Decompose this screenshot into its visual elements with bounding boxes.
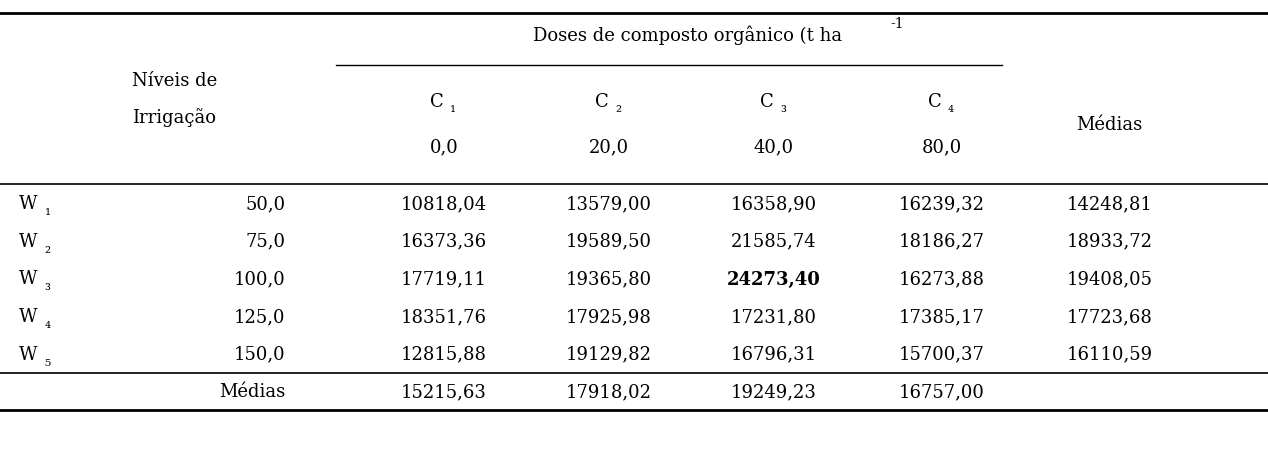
Text: 17723,68: 17723,68 — [1066, 308, 1153, 326]
Text: 19365,80: 19365,80 — [566, 270, 652, 288]
Text: 80,0: 80,0 — [922, 138, 961, 156]
Text: W: W — [19, 308, 38, 326]
Text: 16239,32: 16239,32 — [899, 195, 984, 213]
Text: 21585,74: 21585,74 — [730, 232, 817, 250]
Text: ₃: ₃ — [44, 279, 51, 293]
Text: 16373,36: 16373,36 — [401, 232, 487, 250]
Text: 16110,59: 16110,59 — [1066, 345, 1153, 363]
Text: ₂: ₂ — [44, 241, 51, 255]
Text: 17918,02: 17918,02 — [566, 382, 652, 400]
Text: 17719,11: 17719,11 — [401, 270, 487, 288]
Text: Médias: Médias — [1077, 116, 1142, 134]
Text: 19129,82: 19129,82 — [566, 345, 652, 363]
Text: W: W — [19, 232, 38, 250]
Text: 10818,04: 10818,04 — [401, 195, 487, 213]
Text: 16273,88: 16273,88 — [899, 270, 984, 288]
Text: C: C — [928, 92, 941, 110]
Text: 20,0: 20,0 — [588, 138, 629, 156]
Text: Doses de composto orgânico (t ha: Doses de composto orgânico (t ha — [534, 25, 842, 45]
Text: ₅: ₅ — [44, 354, 51, 368]
Text: ₃: ₃ — [780, 101, 786, 115]
Text: 17231,80: 17231,80 — [730, 308, 817, 326]
Text: 100,0: 100,0 — [233, 270, 285, 288]
Text: 19249,23: 19249,23 — [730, 382, 817, 400]
Text: C: C — [430, 92, 444, 110]
Text: ₁: ₁ — [450, 101, 456, 115]
Text: 15215,63: 15215,63 — [401, 382, 487, 400]
Text: ₁: ₁ — [44, 203, 51, 217]
Text: Médias: Médias — [219, 382, 285, 400]
Text: 17925,98: 17925,98 — [566, 308, 652, 326]
Text: 18351,76: 18351,76 — [401, 308, 487, 326]
Text: 125,0: 125,0 — [233, 308, 285, 326]
Text: 13579,00: 13579,00 — [566, 195, 652, 213]
Text: 16757,00: 16757,00 — [899, 382, 984, 400]
Text: 17385,17: 17385,17 — [899, 308, 984, 326]
Text: 24273,40: 24273,40 — [727, 270, 820, 288]
Text: 150,0: 150,0 — [233, 345, 285, 363]
Text: 50,0: 50,0 — [245, 195, 285, 213]
Text: W: W — [19, 270, 38, 288]
Text: 16796,31: 16796,31 — [730, 345, 817, 363]
Text: 15700,37: 15700,37 — [899, 345, 984, 363]
Text: 19408,05: 19408,05 — [1066, 270, 1153, 288]
Text: 40,0: 40,0 — [753, 138, 794, 156]
Text: ₂: ₂ — [615, 101, 621, 115]
Text: Irrigação: Irrigação — [132, 108, 217, 127]
Text: -1: -1 — [890, 17, 904, 31]
Text: W: W — [19, 195, 38, 213]
Text: 0,0: 0,0 — [430, 138, 458, 156]
Text: 18933,72: 18933,72 — [1066, 232, 1153, 250]
Text: W: W — [19, 345, 38, 363]
Text: C: C — [595, 92, 609, 110]
Text: ₄: ₄ — [948, 101, 954, 115]
Text: Níveis de: Níveis de — [132, 72, 217, 90]
Text: 18186,27: 18186,27 — [899, 232, 984, 250]
Text: 14248,81: 14248,81 — [1066, 195, 1153, 213]
Text: 16358,90: 16358,90 — [730, 195, 817, 213]
Text: 19589,50: 19589,50 — [566, 232, 652, 250]
Text: ₄: ₄ — [44, 316, 51, 330]
Text: 12815,88: 12815,88 — [401, 345, 487, 363]
Text: C: C — [760, 92, 773, 110]
Text: 75,0: 75,0 — [245, 232, 285, 250]
